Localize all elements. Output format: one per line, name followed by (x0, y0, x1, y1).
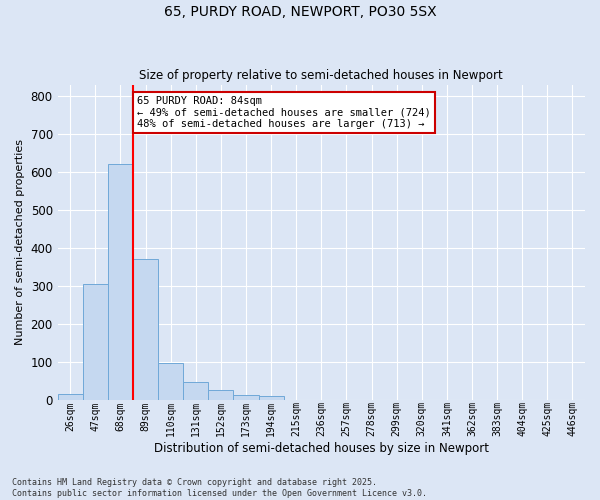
Y-axis label: Number of semi-detached properties: Number of semi-detached properties (15, 139, 25, 345)
Bar (233, 395, 259, 400)
Bar (259, 396, 284, 400)
Title: Size of property relative to semi-detached houses in Newport: Size of property relative to semi-detach… (139, 69, 503, 82)
Bar (108, 164, 133, 400)
Bar (58, 394, 83, 400)
Text: Contains HM Land Registry data © Crown copyright and database right 2025.
Contai: Contains HM Land Registry data © Crown c… (12, 478, 427, 498)
Bar (133, 260, 158, 400)
X-axis label: Distribution of semi-detached houses by size in Newport: Distribution of semi-detached houses by … (154, 442, 489, 455)
Bar (183, 382, 208, 400)
Bar (208, 390, 233, 400)
Text: 65, PURDY ROAD, NEWPORT, PO30 5SX: 65, PURDY ROAD, NEWPORT, PO30 5SX (164, 5, 436, 19)
Bar (83, 284, 108, 400)
Text: 65 PURDY ROAD: 84sqm
← 49% of semi-detached houses are smaller (724)
48% of semi: 65 PURDY ROAD: 84sqm ← 49% of semi-detac… (137, 96, 431, 129)
Bar (158, 362, 183, 400)
